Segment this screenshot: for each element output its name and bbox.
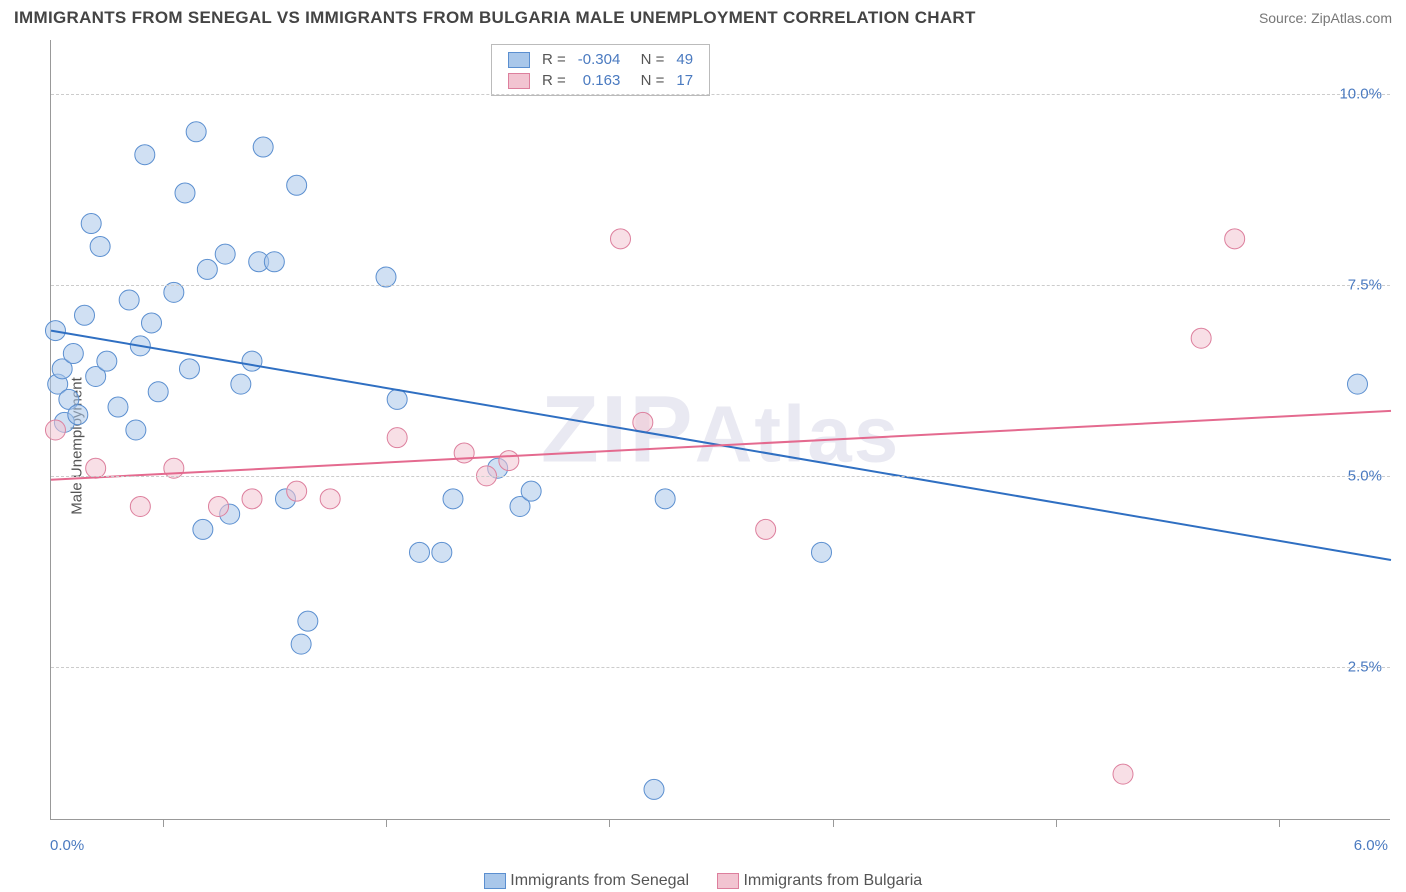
data-point <box>432 542 452 562</box>
data-point <box>1191 328 1211 348</box>
data-point <box>521 481 541 501</box>
gridline <box>51 476 1390 477</box>
data-point <box>320 489 340 509</box>
data-point <box>291 634 311 654</box>
data-point <box>287 481 307 501</box>
data-point <box>68 405 88 425</box>
data-point <box>298 611 318 631</box>
r-value: -0.304 <box>572 49 627 70</box>
data-point <box>197 259 217 279</box>
gridline <box>51 285 1390 286</box>
data-point <box>242 351 262 371</box>
series-legend: Immigrants from Senegal Immigrants from … <box>0 872 1406 890</box>
legend-item: Immigrants from Bulgaria <box>717 872 922 889</box>
x-tick <box>1056 819 1057 827</box>
data-point <box>135 145 155 165</box>
gridline <box>51 94 1390 95</box>
correlation-legend: R =-0.304 N =49 R =0.163 N =17 <box>491 44 710 96</box>
data-point <box>387 389 407 409</box>
x-tick <box>386 819 387 827</box>
data-point <box>812 542 832 562</box>
data-point <box>264 252 284 272</box>
data-point <box>97 351 117 371</box>
x-axis-min-label: 0.0% <box>50 837 84 854</box>
data-point <box>45 420 65 440</box>
data-point <box>454 443 474 463</box>
data-point <box>215 244 235 264</box>
x-tick <box>163 819 164 827</box>
legend-swatch <box>717 873 739 889</box>
data-point <box>175 183 195 203</box>
x-tick <box>609 819 610 827</box>
data-point <box>90 236 110 256</box>
legend-item: Immigrants from Senegal <box>484 872 689 889</box>
chart-plot-area: ZIPAtlas R =-0.304 N =49R =0.163 N =17 2… <box>50 40 1390 820</box>
data-point <box>186 122 206 142</box>
data-point <box>644 779 664 799</box>
x-tick <box>833 819 834 827</box>
data-point <box>387 428 407 448</box>
r-label: R = <box>536 70 572 91</box>
data-point <box>410 542 430 562</box>
trend-line <box>51 411 1391 480</box>
data-point <box>130 496 150 516</box>
scatter-svg <box>51 40 1390 819</box>
data-point <box>126 420 146 440</box>
data-point <box>1225 229 1245 249</box>
n-value: 49 <box>670 49 699 70</box>
y-tick-label: 2.5% <box>1348 659 1382 676</box>
n-label: N = <box>626 70 670 91</box>
data-point <box>231 374 251 394</box>
r-value: 0.163 <box>572 70 627 91</box>
y-tick-label: 10.0% <box>1339 85 1382 102</box>
data-point <box>1113 764 1133 784</box>
data-point <box>63 344 83 364</box>
chart-title: IMMIGRANTS FROM SENEGAL VS IMMIGRANTS FR… <box>14 8 976 28</box>
data-point <box>756 519 776 539</box>
data-point <box>209 496 229 516</box>
x-tick <box>1279 819 1280 827</box>
legend-swatch <box>508 52 530 68</box>
data-point <box>242 489 262 509</box>
gridline <box>51 667 1390 668</box>
data-point <box>499 451 519 471</box>
legend-swatch <box>508 73 530 89</box>
data-point <box>443 489 463 509</box>
n-value: 17 <box>670 70 699 91</box>
x-axis-max-label: 6.0% <box>1354 837 1388 854</box>
data-point <box>253 137 273 157</box>
data-point <box>1348 374 1368 394</box>
source-label: Source: ZipAtlas.com <box>1259 10 1392 26</box>
data-point <box>148 382 168 402</box>
data-point <box>287 175 307 195</box>
legend-swatch <box>484 873 506 889</box>
data-point <box>655 489 675 509</box>
data-point <box>193 519 213 539</box>
y-tick-label: 5.0% <box>1348 467 1382 484</box>
data-point <box>108 397 128 417</box>
data-point <box>142 313 162 333</box>
data-point <box>75 305 95 325</box>
r-label: R = <box>536 49 572 70</box>
data-point <box>179 359 199 379</box>
n-label: N = <box>626 49 670 70</box>
data-point <box>119 290 139 310</box>
data-point <box>633 412 653 432</box>
data-point <box>81 214 101 234</box>
data-point <box>611 229 631 249</box>
y-tick-label: 7.5% <box>1348 276 1382 293</box>
